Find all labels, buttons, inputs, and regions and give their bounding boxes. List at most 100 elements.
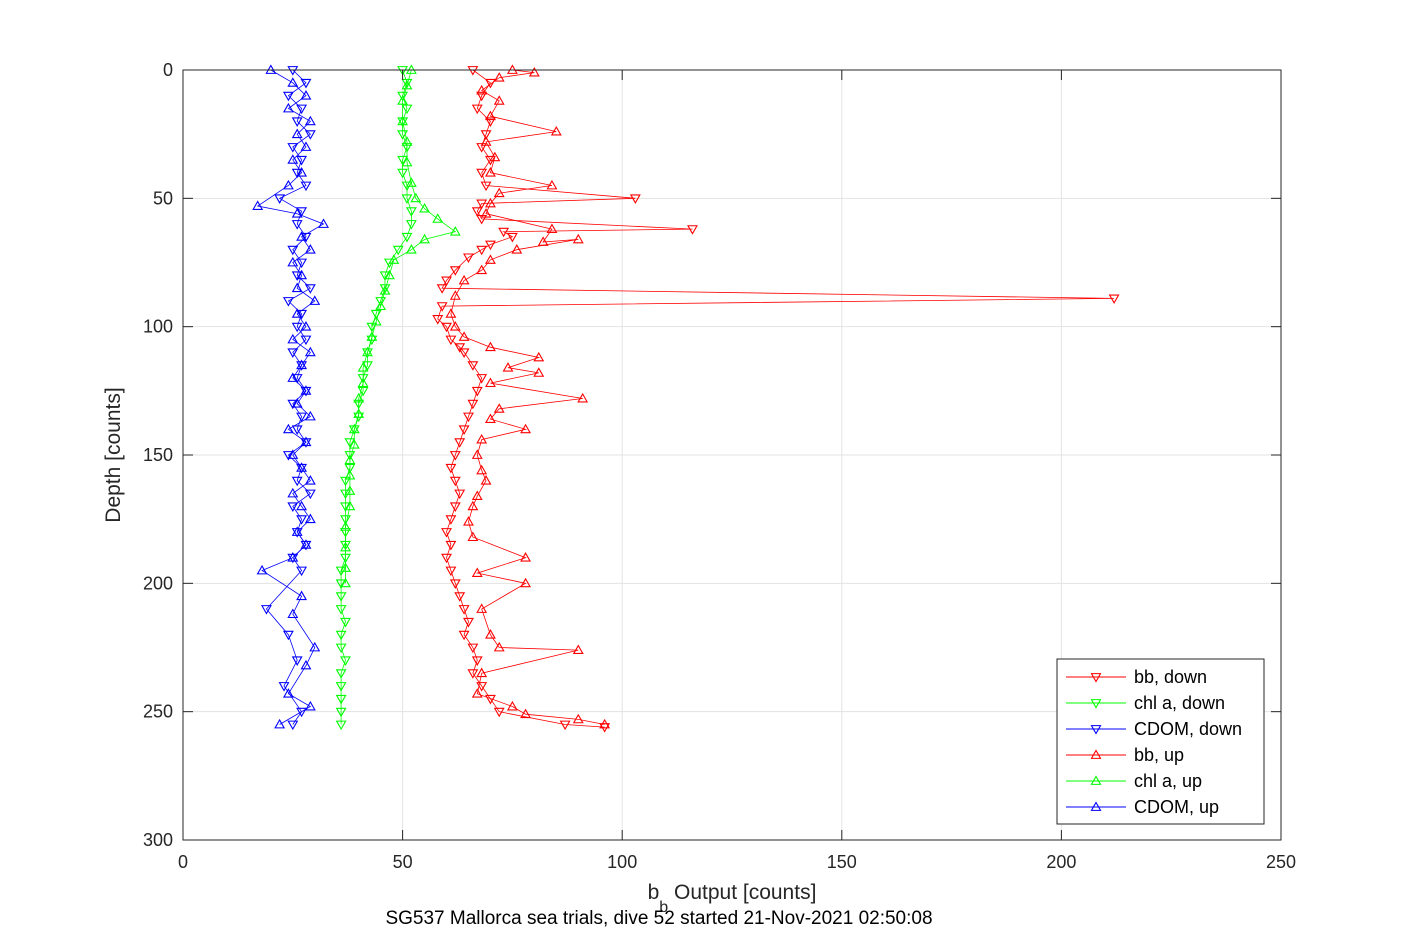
data-point-bb-up [480,208,492,218]
data-point-cdom-up [282,179,294,190]
data-point-cdom-up [265,64,277,74]
data-point-chl-a-down [348,425,360,435]
data-point-cdom-up [304,513,316,524]
data-point-cdom-down [300,386,312,397]
legend-entry-bb-up: bb, up [1066,745,1184,765]
data-point-bb-down [445,515,457,525]
series-line-cdom-up [256,69,325,725]
data-point-cdom-down [291,476,303,487]
data-point-cdom-up [287,256,299,267]
data-point-bb-down [463,412,474,423]
data-point-chl-a-up [344,469,356,480]
data-point-chl-a-down [397,130,409,140]
data-point-cdom-up [296,500,308,511]
legend-marker [1090,801,1102,811]
data-point-cdom-up [282,423,294,434]
data-point-bb-down [449,579,461,589]
data-point-bb-up [476,603,488,613]
data-point-cdom-up [304,115,316,126]
data-point-chl-a-up [340,541,351,552]
data-point-chl-a-down [362,361,373,371]
data-point-cdom-up [300,385,312,395]
data-point-cdom-up [296,231,308,241]
data-point-cdom-up [300,539,312,549]
data-point-chl-a-down [375,297,387,307]
data-point-cdom-up [287,333,299,344]
data-point-bb-up [458,331,470,341]
data-point-chl-a-down [335,669,347,679]
data-point-cdom-up [287,154,299,164]
data-point-chl-a-up [357,377,369,388]
data-point-bb-up [572,713,584,724]
data-point-cdom-up [287,608,299,619]
data-point-chl-a-up [405,64,417,74]
data-point-cdom-up [287,449,299,459]
data-point-chl-a-up [419,202,431,213]
data-point-chl-a-down [335,682,347,692]
data-point-bb-down [471,386,483,397]
x-tick-label: 50 [393,852,413,872]
data-point-bb-up [493,95,505,105]
axis-ticks: 0 50 100 150 200 250 0 50 100 150 200 250 300 [143,60,1296,872]
data-point-bb-down [476,374,488,384]
data-point-chl-a-up [366,331,378,341]
data-point-cdom-up [296,359,308,370]
data-point-cdom-down [304,130,316,140]
x-axis-label: bb Output [counts] [648,881,817,916]
data-point-chl-a-down [344,438,356,448]
data-point-cdom-up [300,436,312,447]
data-point-chl-a-up [401,79,413,90]
data-point-bb-up [476,667,488,678]
data-point-bb-down [559,720,571,731]
data-point-chl-a-down [340,656,351,666]
data-point-cdom-down [304,489,316,500]
data-point-chl-a-up [362,346,373,357]
data-point-bb-down [484,117,496,127]
data-point-cdom-up [300,90,312,100]
data-point-cdom-up [296,167,308,177]
data-point-chl-a-up [357,362,369,372]
data-point-bb-down [436,302,448,312]
data-point-cdom-down [291,656,303,666]
y-tick-label: 50 [153,188,173,208]
legend-label: bb, up [1134,745,1184,765]
data-point-bb-up [480,136,492,146]
data-point-bb-down [476,168,488,179]
data-point-bb-up [471,490,483,500]
data-point-chl-a-up [344,485,356,495]
data-point-cdom-down [287,348,299,358]
data-point-chl-a-down [379,271,391,281]
data-point-bb-down [458,605,470,615]
data-point-cdom-up [287,77,299,87]
data-point-chl-a-up [375,300,387,311]
data-point-cdom-down [282,91,294,102]
data-point-bb-up [502,362,514,372]
legend-label: CDOM, down [1134,719,1242,739]
data-point-bb-down [476,682,488,692]
data-point-cdom-down [300,438,312,448]
legend-entry-cdom-up: CDOM, up [1066,797,1219,817]
legend-marker [1090,673,1102,683]
data-point-cdom-up [300,659,312,670]
data-point-cdom-up [296,269,308,280]
data-point-chl-a-up [348,439,360,449]
data-point-bb-down [445,463,457,474]
data-point-chl-a-down [397,155,409,166]
data-point-chl-a-down [340,617,351,628]
legend-entry-cdom-down: CDOM, down [1066,719,1242,739]
data-point-cdom-up [304,410,316,421]
data-point-bb-up [572,233,584,244]
data-point-chl-a-up [401,156,413,167]
data-point-chl-a-up [383,269,395,280]
legend-marker [1090,749,1102,759]
data-point-chl-a-up [379,285,391,295]
data-point-chl-a-up [419,233,431,244]
data-point-chl-a-up [397,115,409,126]
data-point-cdom-up [287,487,299,498]
data-point-cdom-down [296,566,308,577]
data-point-chl-a-down [335,579,347,589]
data-point-bb-down [449,451,461,461]
data-point-chl-a-down [392,245,404,256]
data-point-chl-a-down [405,207,417,217]
